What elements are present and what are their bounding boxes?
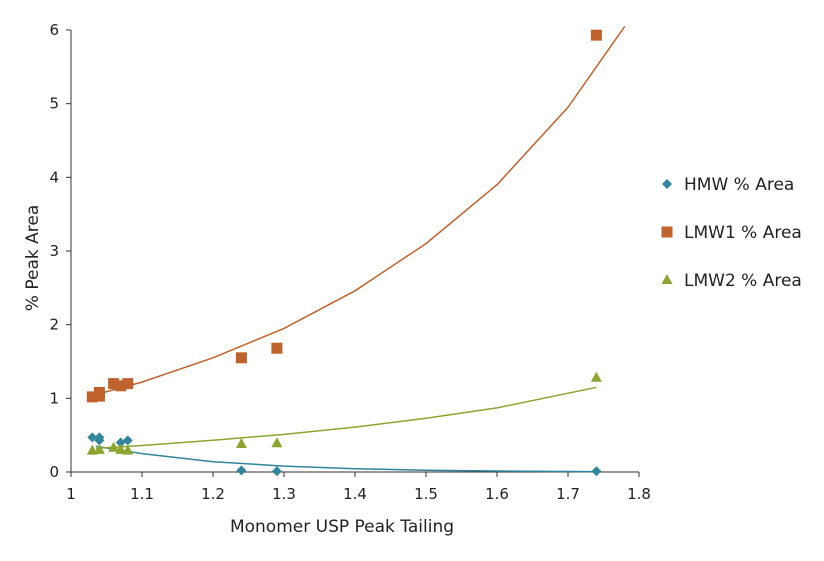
data-point-triangle bbox=[271, 437, 283, 448]
data-point-diamond bbox=[236, 465, 247, 476]
data-point-square bbox=[590, 29, 602, 41]
legend-label: LMW1 % Area bbox=[684, 223, 802, 243]
x-tick-label: 1.8 bbox=[627, 485, 651, 503]
data-point-square bbox=[122, 378, 134, 390]
data-point-diamond bbox=[271, 466, 282, 477]
y-tick-label: 6 bbox=[49, 21, 59, 39]
data-point-triangle bbox=[122, 444, 134, 455]
y-tick-label: 2 bbox=[49, 316, 59, 334]
x-tick-label: 1.1 bbox=[130, 485, 154, 503]
x-tick-label: 1 bbox=[66, 485, 76, 503]
x-tick-label: 1.2 bbox=[201, 485, 225, 503]
x-tick-label: 1.3 bbox=[272, 485, 296, 503]
y-tick-label: 3 bbox=[49, 242, 59, 260]
x-tick-label: 1.7 bbox=[556, 485, 580, 503]
data-point-diamond bbox=[591, 466, 602, 477]
data-point-triangle bbox=[108, 441, 120, 452]
y-tick-label: 5 bbox=[49, 95, 59, 113]
legend: HMW % Area LMW1 % Area LMW2 % Area bbox=[661, 175, 802, 291]
data-point-square bbox=[93, 386, 105, 398]
legend-label: LMW2 % Area bbox=[684, 271, 802, 291]
data-points bbox=[86, 29, 602, 477]
y-axis-label: % Peak Area bbox=[23, 205, 43, 311]
data-point-diamond bbox=[94, 435, 105, 446]
x-tick-label: 1.4 bbox=[343, 485, 367, 503]
x-tick-label: 1.6 bbox=[485, 485, 509, 503]
data-point-square bbox=[115, 380, 127, 392]
data-point-diamond bbox=[122, 435, 133, 446]
data-point-square bbox=[271, 342, 283, 354]
data-point-square bbox=[86, 391, 98, 403]
legend-marker-square bbox=[661, 226, 673, 238]
data-point-triangle bbox=[115, 443, 127, 454]
data-point-triangle bbox=[93, 443, 105, 454]
trendline-3 bbox=[95, 386, 597, 450]
data-point-triangle bbox=[590, 371, 602, 382]
x-axis-label: Monomer USP Peak Tailing bbox=[230, 517, 454, 537]
data-point-diamond bbox=[87, 432, 98, 443]
trendline-2 bbox=[95, 25, 626, 396]
x-tick-label: 1.5 bbox=[414, 485, 438, 503]
data-point-square bbox=[235, 352, 247, 364]
legend-marker-diamond bbox=[662, 179, 672, 189]
y-tick-label: 4 bbox=[49, 168, 59, 186]
trendlines bbox=[95, 25, 626, 473]
y-tick-label: 0 bbox=[49, 463, 59, 481]
legend-label: HMW % Area bbox=[684, 175, 794, 195]
data-point-triangle bbox=[235, 438, 247, 449]
trendline-1 bbox=[95, 445, 597, 473]
y-tick-label: 1 bbox=[49, 389, 59, 407]
legend-marker-triangle bbox=[661, 274, 673, 284]
data-point-square bbox=[108, 378, 120, 390]
